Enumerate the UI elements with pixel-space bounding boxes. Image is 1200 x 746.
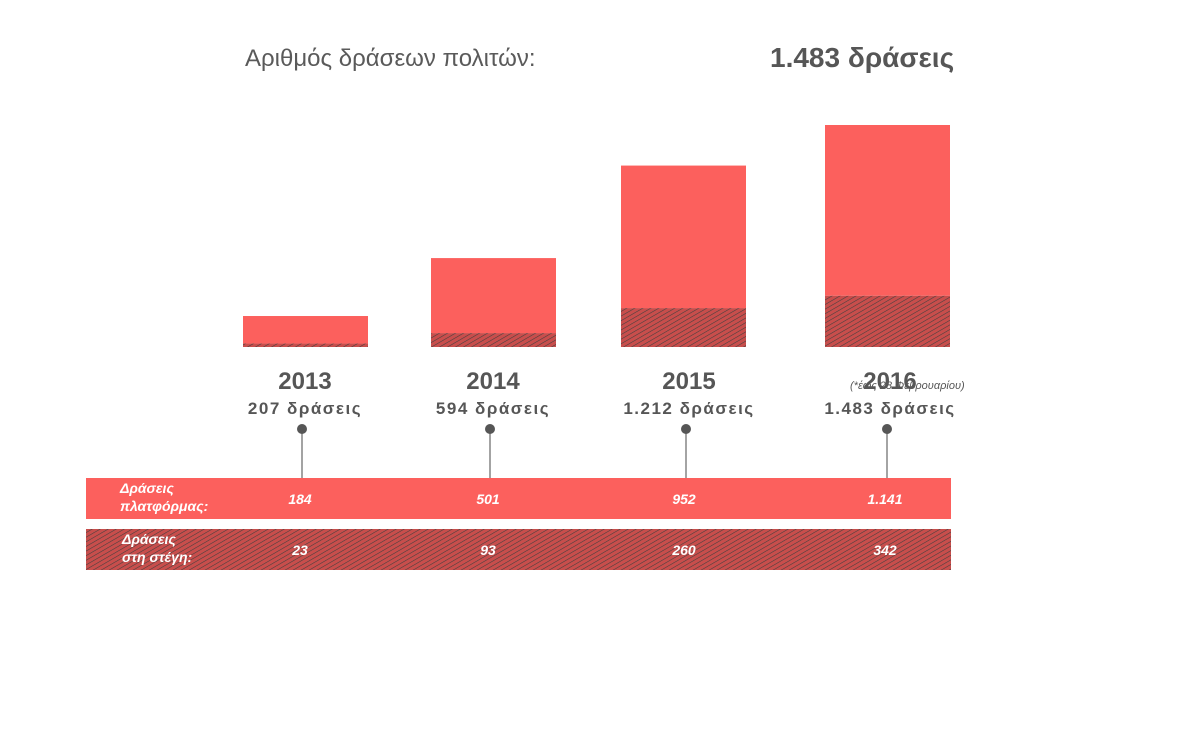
bar-roof-2015 bbox=[621, 308, 746, 347]
year-labels-layer: 2013 207 δράσεις 2014 594 δράσεις 2015 1.212 … bbox=[248, 368, 965, 478]
cell-roof-2013: 23 bbox=[291, 542, 308, 558]
cell-roof-2016: 342 bbox=[873, 542, 897, 558]
bar-platform-2015 bbox=[621, 165, 746, 309]
cell-roof-2014: 93 bbox=[480, 542, 496, 558]
table-row-roof bbox=[86, 529, 951, 570]
total-label-2016: 1.483 δράσεις bbox=[824, 399, 955, 418]
year-label-2016: 2016 bbox=[863, 368, 916, 395]
chart-title-total: 1.483 δράσεις bbox=[770, 42, 955, 73]
total-label-2015: 1.212 δράσεις bbox=[623, 399, 754, 418]
year-label-2014: 2014 bbox=[466, 368, 520, 395]
table-row-platform bbox=[86, 478, 951, 519]
row-label-platform-line0: Δράσεις bbox=[119, 480, 174, 496]
year-note-2016: (*έως 28 Φεβρουαρίου) bbox=[850, 380, 965, 392]
connector-dot-2016 bbox=[882, 424, 892, 434]
total-label-2014: 594 δράσεις bbox=[436, 399, 550, 418]
year-label-2015: 2015 bbox=[662, 368, 715, 395]
bar-roof-2013 bbox=[243, 343, 368, 347]
row-label-platform-line1: πλατφόρμας: bbox=[120, 498, 208, 514]
bar-roof-2014 bbox=[431, 333, 556, 347]
bar-platform-2016 bbox=[825, 125, 950, 296]
row-label-roof-line1: στη στέγη: bbox=[122, 549, 192, 565]
cell-platform-2016: 1.141 bbox=[867, 491, 902, 507]
bar-roof-2016 bbox=[825, 295, 950, 347]
connector-dot-2013 bbox=[297, 424, 307, 434]
bar-platform-2014 bbox=[431, 258, 556, 334]
cell-platform-2014: 501 bbox=[476, 491, 500, 507]
bar-platform-2013 bbox=[243, 316, 368, 344]
bars-layer bbox=[243, 125, 950, 347]
connector-dot-2014 bbox=[485, 424, 495, 434]
total-label-2013: 207 δράσεις bbox=[248, 399, 362, 418]
cell-roof-2015: 260 bbox=[671, 542, 696, 558]
year-label-2013: 2013 bbox=[278, 368, 331, 395]
cell-platform-2015: 952 bbox=[672, 491, 696, 507]
connector-dot-2015 bbox=[681, 424, 691, 434]
breakdown-table: Δράσεις πλατφόρμας: 184 501 952 1.141 Δράσεις σ… bbox=[86, 478, 951, 570]
cell-platform-2013: 184 bbox=[288, 491, 312, 507]
row-label-roof-line0: Δράσεις bbox=[121, 531, 176, 547]
chart-title-label: Αριθμός δράσεων πολιτών: bbox=[245, 45, 536, 72]
